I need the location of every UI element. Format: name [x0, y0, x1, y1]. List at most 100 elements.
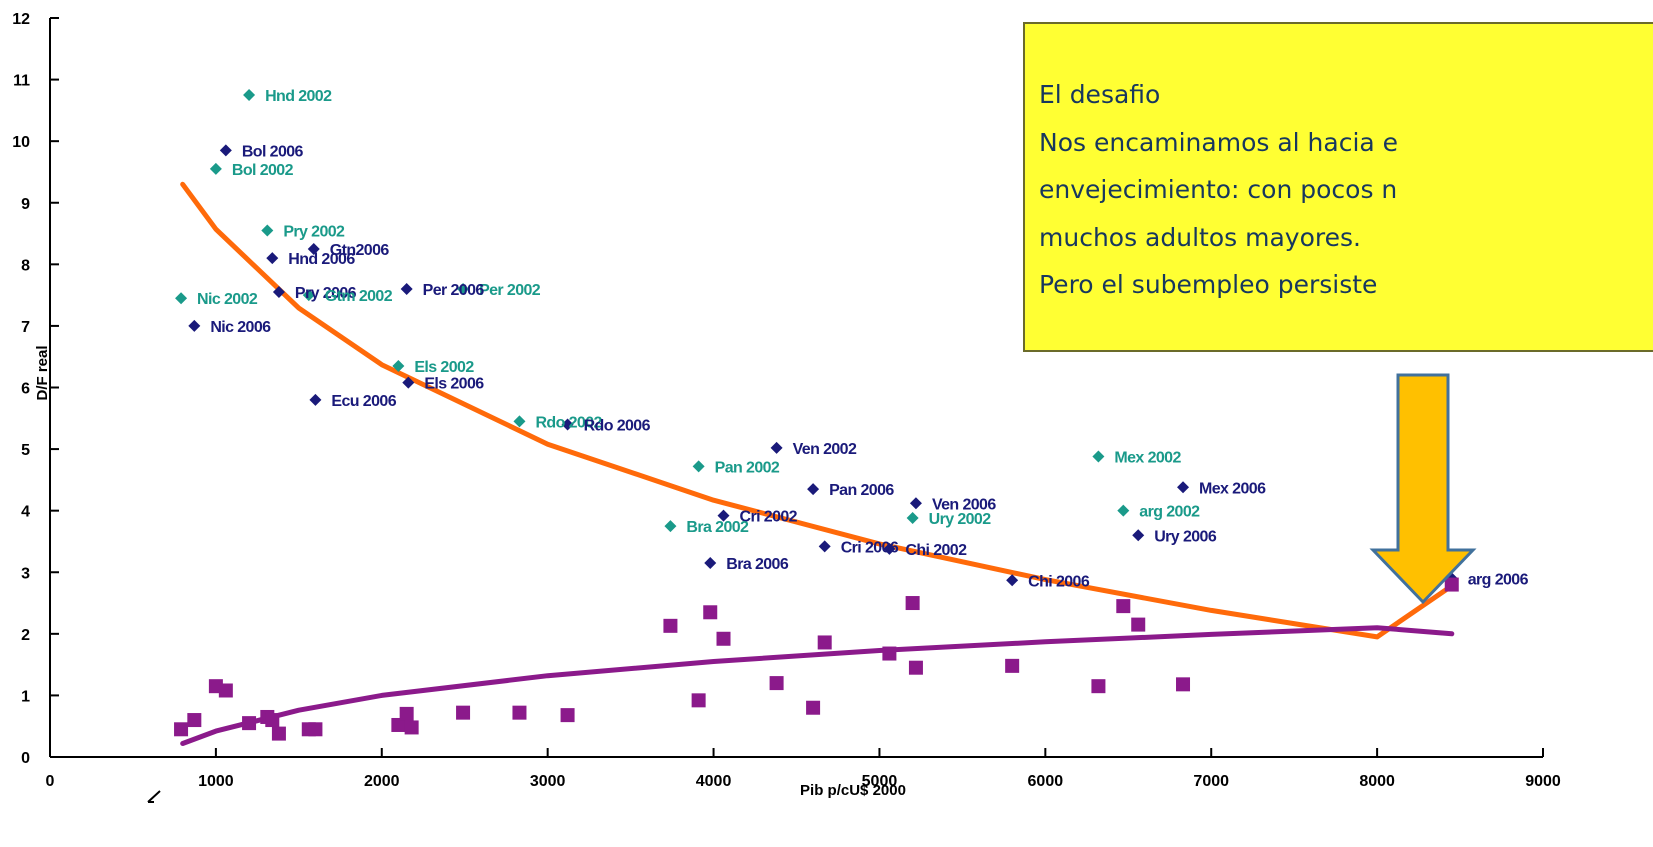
diamond-point — [272, 286, 285, 299]
point-label: Nic 2002 — [197, 291, 258, 308]
square-point — [456, 705, 471, 720]
square-point — [399, 706, 414, 721]
trend-line — [180, 181, 1455, 640]
point-label: Pry 2006 — [295, 285, 357, 302]
y-tick-label: 0 — [21, 750, 30, 767]
diamond-point — [1132, 529, 1145, 542]
point-label: Ury 2002 — [929, 511, 992, 528]
square-point — [404, 720, 419, 735]
point-label: Pan 2002 — [715, 459, 780, 476]
corner-arrow-mark — [147, 790, 161, 803]
diamond-point — [188, 319, 201, 332]
square-point — [1176, 677, 1191, 692]
x-tick-label: 2000 — [364, 773, 400, 790]
point-label: Rdo 2006 — [584, 417, 651, 434]
point-label: Bol 2006 — [242, 143, 304, 160]
point-label: Chi 2002 — [905, 542, 967, 559]
point-label: Hnd 2006 — [288, 251, 355, 268]
diamond-point — [818, 540, 831, 553]
square-point — [905, 596, 920, 611]
callout-box: El desafio Nos encaminamos al hacia e en… — [1023, 22, 1653, 352]
diamond-point — [717, 509, 730, 522]
x-tick-label: 9000 — [1525, 773, 1561, 790]
diamond-point — [909, 497, 922, 510]
point-label: Nic 2006 — [210, 319, 271, 336]
square-point — [174, 722, 189, 737]
y-tick-label: 1 — [21, 688, 30, 705]
point-label: Gtm 2002 — [325, 288, 393, 305]
square-point — [1116, 599, 1131, 614]
callout-line: Pero el subempleo persiste — [1039, 270, 1378, 299]
diamond-point — [457, 282, 470, 295]
point-label: Gtn2006 — [330, 242, 390, 259]
point-label: Ecu 2006 — [331, 393, 396, 410]
data-marks — [174, 88, 1459, 741]
diamond-point — [307, 242, 320, 255]
square-point — [716, 631, 731, 646]
diamond-point — [209, 162, 222, 175]
diamond-point — [1006, 574, 1019, 587]
diamond-point — [1177, 481, 1190, 494]
x-tick-label: 1000 — [198, 773, 234, 790]
point-label: Pry 2002 — [283, 223, 345, 240]
diamond-point — [692, 460, 705, 473]
square-point — [691, 693, 706, 708]
y-tick-label: 4 — [21, 504, 30, 521]
point-label: Hnd 2002 — [265, 88, 332, 105]
square-point — [882, 646, 897, 661]
point-label: Ury 2006 — [1154, 528, 1217, 545]
y-tick-label: 10 — [12, 134, 30, 151]
square-point — [1131, 617, 1146, 632]
square-point — [512, 705, 527, 720]
diamond-point — [400, 282, 413, 295]
point-label: arg 2006 — [1468, 571, 1529, 588]
diamond-point — [302, 289, 315, 302]
point-label: arg 2002 — [1139, 504, 1200, 521]
square-point — [908, 660, 923, 675]
square-point — [242, 716, 257, 731]
point-labels: Hnd 2002 Bol 2006 Bol 2002 Pry 2002 Gtn2006H… — [197, 88, 1529, 590]
point-label: Mex 2006 — [1199, 480, 1266, 497]
diamond-point — [243, 88, 256, 101]
point-label: Cri 2002 — [740, 509, 798, 526]
diamond-point — [392, 359, 405, 372]
y-axis-title: D/F real — [34, 345, 51, 400]
x-tick-label: 8000 — [1359, 773, 1395, 790]
y-tick-label: 6 — [21, 381, 30, 398]
callout-line: envejecimiento: con pocos n — [1039, 175, 1398, 204]
square-point — [817, 635, 832, 650]
point-label: Bra 2002 — [686, 519, 749, 536]
diamond-point — [402, 376, 415, 389]
diamond-point — [561, 418, 574, 431]
x-tick-label: 4000 — [696, 773, 732, 790]
callout-line: El desafio — [1039, 80, 1161, 109]
square-point — [218, 683, 233, 698]
y-tick-label: 5 — [21, 442, 30, 459]
diamond-point — [906, 512, 919, 525]
diamond-point — [807, 483, 820, 496]
callout-line: muchos adultos mayores. — [1039, 223, 1361, 252]
y-tick-label: 11 — [13, 73, 30, 90]
point-label: Per 2002 — [479, 282, 541, 299]
diamond-point — [175, 292, 188, 305]
x-tick-label: 0 — [46, 773, 55, 790]
square-point — [769, 676, 784, 691]
square-point — [663, 618, 678, 633]
x-axis-title: Pib p/cU$ 2000 — [800, 782, 906, 799]
point-label: Bra 2006 — [726, 556, 789, 573]
diamond-point — [1092, 450, 1105, 463]
diamond-point — [1117, 504, 1130, 517]
y-tick-label: 9 — [21, 196, 30, 213]
x-tick-label: 3000 — [530, 773, 566, 790]
y-tick-label: 3 — [21, 565, 30, 582]
square-point — [806, 700, 821, 715]
y-tick-label: 2 — [21, 627, 30, 644]
square-point — [703, 605, 718, 620]
diamond-point — [704, 557, 717, 570]
diamond-point — [261, 224, 274, 237]
square-point — [187, 713, 202, 728]
square-point — [308, 722, 323, 737]
callout-line: Nos encaminamos al hacia e — [1039, 128, 1399, 157]
